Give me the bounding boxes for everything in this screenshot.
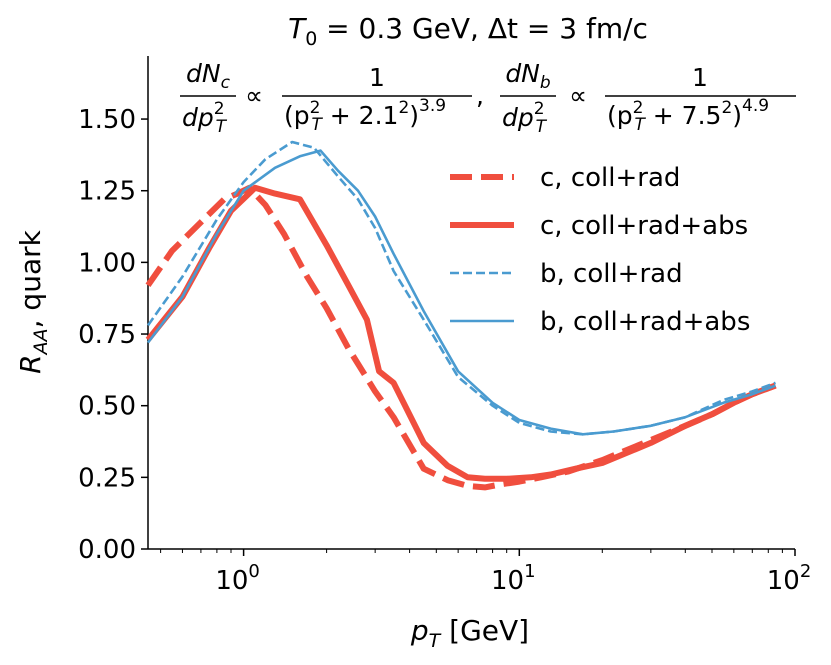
y-tick-label-3: 0.75 [78,320,136,350]
formula-c-p-T: T [311,115,323,135]
formula-c-dp-T: T [216,117,228,137]
formula-c-const-sq: 2 [398,98,409,118]
svg-text:(p2T + 2.12)3.9: (p2 T + 2.12)3.9 [284,96,446,135]
formula-c-close: ) [409,101,419,130]
formula-annotation: dNc dp2 T ∝ 1 (p2 T + 2.12)3.9 , dNb dp2 T … [180,59,796,137]
formula-c-prop: ∝ [245,81,263,110]
legend-label-0: c, coll+rad [540,163,680,193]
series-line-3 [146,149,776,436]
formula-b-dp-T: T [536,117,548,137]
y-tick-label-4: 1.00 [78,248,136,278]
formula-c-dp-sq: 2 [214,99,225,119]
formula-b-plus: + 7.5 [645,101,722,130]
y-tick-label-2: 0.50 [78,392,136,422]
svg-text:dNc: dNc [186,59,231,93]
title-T: T [288,12,307,45]
formula-b-dp-sq: 2 [534,99,545,119]
title-rest: = 0.3 GeV, Δt = 3 fm/c [317,12,648,45]
formula-c-one: 1 [369,63,385,92]
formula-c-dN: dN [186,59,221,88]
svg-text:(p2T + 7.52)4.9: (p2 T + 7.52)4.9 [607,96,769,135]
legend-label-1: c, coll+rad+abs [540,211,748,241]
x-tick-label-0: 100 [215,561,260,596]
y-axis-title: RAA, quark [14,229,52,373]
formula-b-p-T: T [634,115,646,135]
formula-c-plus: + 2.1 [322,101,399,130]
series-layer [145,140,777,491]
formula-c-p-sq: 2 [310,98,321,118]
y-tick-label-6: 1.50 [78,105,136,135]
svg-text:dNb: dNb [505,59,550,93]
legend-label-2: b, coll+rad [540,259,683,289]
formula-b-const-sq: 2 [721,98,732,118]
y-tick-label-0: 0.00 [78,535,136,565]
formula-c-dp: dp [182,103,214,132]
formula-c-open: (p [284,101,310,130]
x-axis-title: pT [GeV] [410,614,529,652]
title-subscript: 0 [305,28,317,50]
y-tick-label-5: 1.25 [78,177,136,207]
formula-comma: , [476,81,484,110]
chart-title: T0 = 0.3 GeV, Δt = 3 fm/c [288,12,648,50]
formula-b-sub: b [540,73,551,93]
ticks-layer: 0.00 0.25 0.50 0.75 1.00 1.25 1.50 100 101 102 [78,105,811,596]
formula-b-p-sq: 2 [633,98,644,118]
formula-b-open: (p [607,101,633,130]
formula-b-close: ) [732,101,742,130]
series-line-2 [146,140,776,436]
y-tick-label-1: 0.25 [78,463,136,493]
formula-c-sub: c [221,73,231,93]
formula-b-exp: 4.9 [742,96,769,116]
formula-b-dN: dN [505,59,540,88]
formula-b-one: 1 [692,63,708,92]
legend-label-3: b, coll+rad+abs [540,307,750,337]
formula-b-prop: ∝ [569,81,587,110]
x-tick-label-2: 102 [767,561,812,596]
formula-c-exp: 3.9 [419,96,446,116]
formula-b-dp: dp [502,103,534,132]
x-tick-label-1: 101 [491,561,536,596]
legend: c, coll+rad c, coll+rad+abs b, coll+rad b, … [450,163,750,337]
series-line-1 [145,184,777,482]
